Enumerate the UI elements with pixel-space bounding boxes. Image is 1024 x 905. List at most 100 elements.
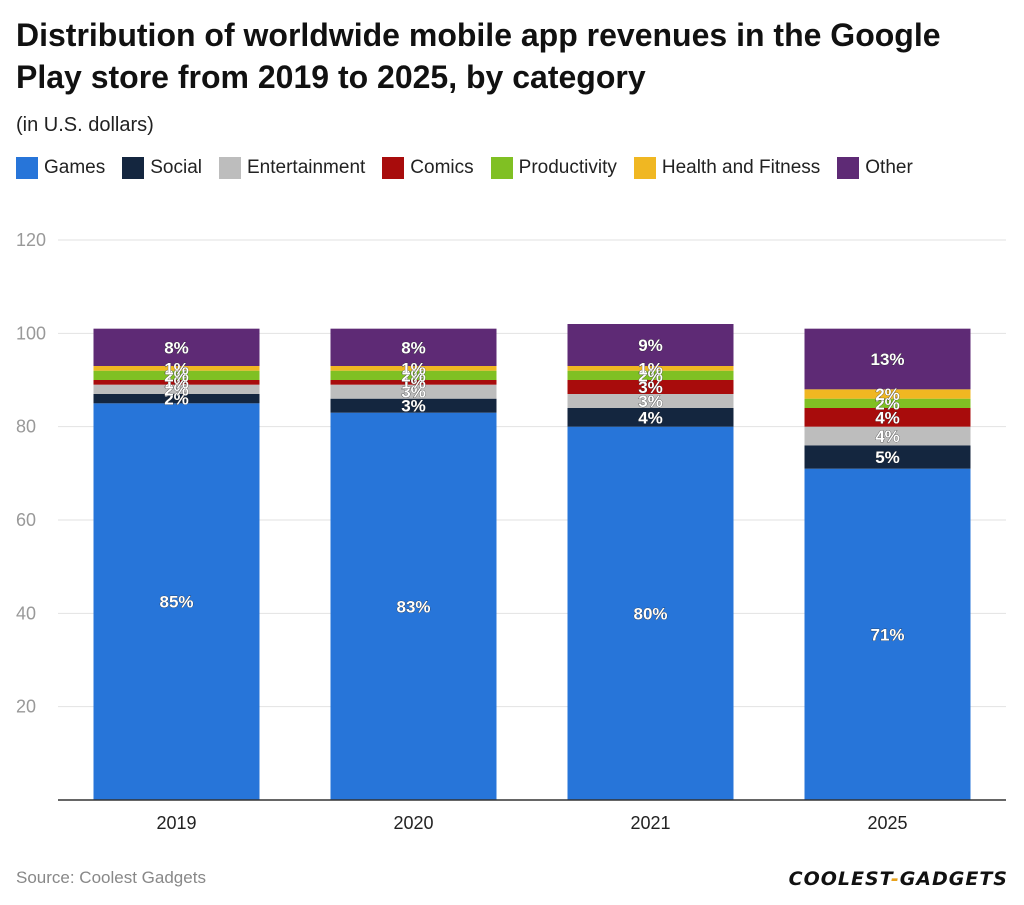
y-tick-label: 80 xyxy=(16,417,36,437)
y-axis-ticks: 20 40 60 80 100 120 xyxy=(16,230,46,717)
logo-dash: - xyxy=(890,868,900,890)
data-label-other-2019: 8% xyxy=(164,338,189,357)
source-note: Source: Coolest Gadgets xyxy=(16,868,206,887)
legend-label-productivity: Productivity xyxy=(518,157,617,178)
legend-item-other[interactable]: Other xyxy=(837,157,913,179)
data-label-games-2020: 83% xyxy=(396,597,430,616)
legend-label-games: Games xyxy=(44,157,106,178)
bar-segment-health-and-fitness-2021[interactable] xyxy=(567,366,734,371)
bar-segment-social-2020[interactable] xyxy=(330,398,497,413)
bar-segment-entertainment-2019[interactable] xyxy=(93,384,260,394)
data-label-other-2021: 9% xyxy=(638,336,663,355)
data-label-productivity-2019: 2% xyxy=(164,366,189,385)
bar-segment-health-and-fitness-2025[interactable] xyxy=(804,389,971,399)
legend-swatch-other xyxy=(837,157,860,179)
data-label-social-2025: 5% xyxy=(875,448,900,467)
legend-label-other: Other xyxy=(865,157,913,178)
data-label-other-2020: 8% xyxy=(401,338,426,357)
x-tick-label-2025: 2025 xyxy=(867,813,907,833)
bar-segment-comics-2019[interactable] xyxy=(93,380,260,385)
legend-swatch-social xyxy=(122,157,145,179)
bar-segment-other-2020[interactable] xyxy=(330,328,497,366)
coolest-gadgets-logo: COOLEST-GADGETS xyxy=(789,868,1008,890)
bar-segment-games-2025[interactable] xyxy=(804,468,971,800)
data-label-social-2020: 3% xyxy=(401,397,426,416)
legend-swatch-games xyxy=(16,157,38,179)
data-label-comics-2020: 1% xyxy=(401,373,426,392)
bar-segment-social-2019[interactable] xyxy=(93,394,260,404)
data-label-entertainment-2019: 2% xyxy=(164,380,189,399)
y-tick-label: 20 xyxy=(16,697,36,717)
x-axis-ticks: 2019 2020 2021 2025 xyxy=(156,813,907,833)
data-label-health-and-fitness-2021: 1% xyxy=(638,359,663,378)
legend-swatch-entertainment xyxy=(219,157,241,179)
bar-segment-social-2025[interactable] xyxy=(804,445,971,469)
data-label-comics-2019: 1% xyxy=(164,373,189,392)
y-tick-label: 60 xyxy=(16,510,36,530)
bar-segment-comics-2020[interactable] xyxy=(330,380,497,385)
bar-segment-other-2019[interactable] xyxy=(93,328,260,366)
x-tick-label-2020: 2020 xyxy=(393,813,433,833)
data-label-health-and-fitness-2025: 2% xyxy=(875,385,900,404)
legend-swatch-health-and-fitness xyxy=(633,157,656,179)
data-label-comics-2021: 3% xyxy=(638,378,663,397)
chart-title: Distribution of worldwide mobile app rev… xyxy=(16,17,941,95)
bar-segment-games-2019[interactable] xyxy=(93,403,260,800)
y-tick-label: 120 xyxy=(16,230,46,250)
data-label-games-2021: 80% xyxy=(633,604,667,623)
logo-text-left: COOLEST xyxy=(788,868,891,890)
legend-label-health-and-fitness: Health and Fitness xyxy=(661,157,821,178)
legend: Games Social Entertainment Comics Produc… xyxy=(16,157,930,179)
legend-swatch-comics xyxy=(382,157,405,179)
legend-item-comics[interactable]: Comics xyxy=(382,157,474,179)
bar-segment-other-2021[interactable] xyxy=(567,324,734,366)
data-label-games-2019: 85% xyxy=(159,593,193,612)
chart-subtitle: (in U.S. dollars) xyxy=(16,114,154,136)
data-label-social-2019: 2% xyxy=(164,390,189,409)
data-label-health-and-fitness-2019: 1% xyxy=(164,359,189,378)
bar-segment-health-and-fitness-2020[interactable] xyxy=(330,366,497,371)
data-label-comics-2025: 4% xyxy=(875,408,900,427)
x-tick-label-2021: 2021 xyxy=(630,813,670,833)
data-label-productivity-2025: 2% xyxy=(875,394,900,413)
data-label-social-2021: 4% xyxy=(638,408,663,427)
bar-segment-health-and-fitness-2019[interactable] xyxy=(93,366,260,371)
bar-segment-other-2025[interactable] xyxy=(804,328,971,390)
bar-segment-entertainment-2025[interactable] xyxy=(804,426,971,446)
legend-label-comics: Comics xyxy=(410,157,474,178)
legend-item-social[interactable]: Social xyxy=(122,157,202,179)
y-tick-label: 40 xyxy=(16,603,36,623)
logo-text-right: GADGETS xyxy=(899,868,1008,890)
data-label-entertainment-2021: 3% xyxy=(638,392,663,411)
legend-label-entertainment: Entertainment xyxy=(247,157,366,178)
bar-segment-social-2021[interactable] xyxy=(567,408,734,427)
data-label-productivity-2020: 2% xyxy=(401,366,426,385)
data-labels: 85%2%2%1%2%1%8%83%3%3%1%2%1%8%80%4%3%3%2… xyxy=(159,336,905,645)
bar-segment-productivity-2021[interactable] xyxy=(567,370,734,380)
bar-segment-games-2020[interactable] xyxy=(330,412,497,800)
legend-item-health-and-fitness[interactable]: Health and Fitness xyxy=(633,157,821,179)
bars xyxy=(93,324,971,800)
data-label-other-2025: 13% xyxy=(870,350,904,369)
data-label-health-and-fitness-2020: 1% xyxy=(401,359,426,378)
bar-segment-comics-2025[interactable] xyxy=(804,408,971,427)
x-tick-label-2019: 2019 xyxy=(156,813,196,833)
bar-segment-productivity-2020[interactable] xyxy=(330,370,497,380)
legend-item-entertainment[interactable]: Entertainment xyxy=(219,157,365,179)
data-label-productivity-2021: 2% xyxy=(638,366,663,385)
legend-swatch-productivity xyxy=(490,157,513,179)
bar-segment-productivity-2025[interactable] xyxy=(804,398,971,408)
y-tick-label: 100 xyxy=(16,323,46,343)
bar-segment-entertainment-2020[interactable] xyxy=(330,384,497,399)
data-label-entertainment-2020: 3% xyxy=(401,383,426,402)
data-label-games-2025: 71% xyxy=(870,625,904,644)
bar-segment-comics-2021[interactable] xyxy=(567,380,734,394)
legend-label-social: Social xyxy=(150,157,202,178)
legend-item-productivity[interactable]: Productivity xyxy=(490,157,617,179)
bar-segment-games-2021[interactable] xyxy=(567,426,734,800)
data-label-entertainment-2025: 4% xyxy=(875,427,900,446)
legend-item-games[interactable]: Games xyxy=(16,157,105,179)
bar-segment-productivity-2019[interactable] xyxy=(93,370,260,380)
bar-segment-entertainment-2021[interactable] xyxy=(567,394,734,408)
